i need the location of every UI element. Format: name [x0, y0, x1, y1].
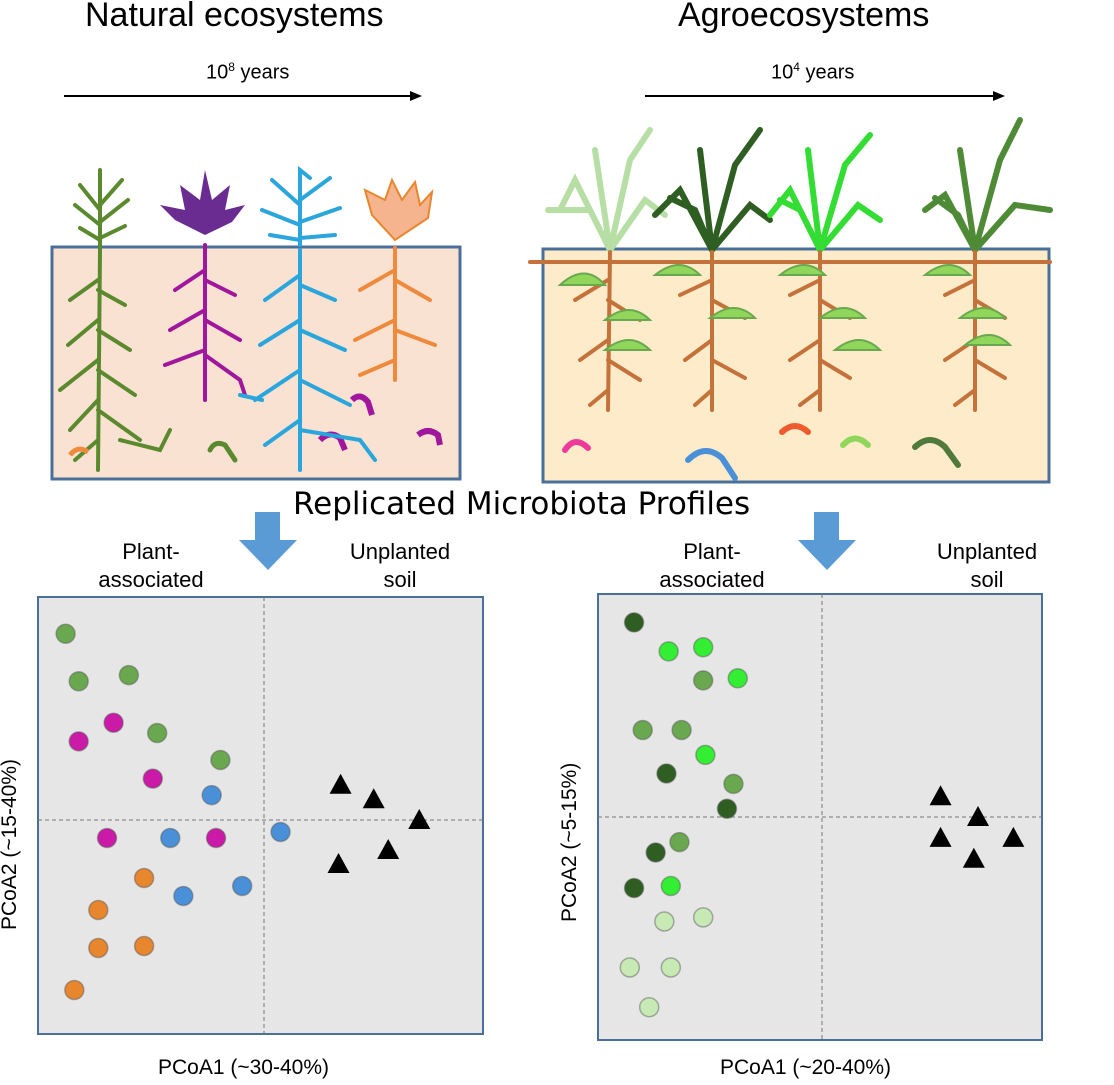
data-point-circle — [55, 623, 76, 644]
agro-soil-box — [541, 247, 1051, 484]
data-point-circle — [658, 641, 679, 662]
data-point-triangle — [377, 839, 400, 859]
data-point-circle — [68, 671, 89, 692]
agro-root-microbes — [557, 264, 1013, 351]
natural-years-unit: years — [240, 61, 290, 84]
data-point-circle — [669, 831, 690, 853]
data-point-circle — [160, 827, 181, 849]
natural-plant-label-line2: associated — [98, 567, 204, 592]
agro-years-label: 104 years — [771, 60, 854, 85]
data-point-triangle — [327, 853, 350, 873]
data-point-circle — [133, 867, 155, 889]
agro-plant-3 — [767, 132, 883, 253]
data-point-circle — [660, 957, 682, 978]
plot-panel-natural — [37, 596, 484, 1035]
data-point-circle — [723, 773, 744, 795]
agro-title: Agroecosystems — [678, 0, 930, 34]
data-point-circle — [671, 719, 692, 741]
data-point-circle — [654, 911, 675, 932]
natural-years-exp: 8 — [228, 60, 235, 74]
data-point-circle — [270, 821, 291, 843]
agro-plant-4 — [922, 117, 1053, 253]
data-point-circle — [146, 722, 168, 744]
data-point-circle — [64, 979, 85, 1001]
data-point-circle — [660, 875, 682, 897]
data-point-circle — [692, 637, 714, 658]
data-point-circle — [68, 731, 89, 752]
agro-soil-label-line2: soil — [970, 567, 1004, 592]
agro-down-arrow — [798, 512, 856, 570]
data-point-triangle — [1002, 826, 1025, 847]
scatter-plot-natural — [38, 597, 483, 1034]
natural-plant-label: Plant- associated — [66, 538, 236, 594]
agro-plant-label: Plant- associated — [627, 538, 797, 594]
data-point-circle — [716, 798, 738, 819]
data-point-circle — [632, 719, 653, 741]
natural-title: Natural ecosystems — [85, 0, 384, 34]
natural-down-arrow — [239, 512, 297, 570]
agro-plant-1 — [545, 127, 668, 253]
data-point-circle — [727, 668, 749, 689]
agro-years-exp: 4 — [793, 60, 800, 74]
natural-soil-label-line1: Unplanted — [349, 539, 451, 564]
data-point-circle — [623, 612, 645, 633]
data-point-triangle — [929, 785, 952, 806]
data-point-circle — [173, 885, 194, 907]
natural-soil-label-line2: soil — [383, 567, 417, 592]
data-point-circle — [638, 996, 660, 1018]
data-point-circle — [142, 768, 164, 789]
natural-years-base: 10 — [206, 61, 229, 84]
data-point-circle — [695, 744, 716, 766]
data-point-circle — [210, 749, 231, 771]
data-point-triangle — [967, 806, 989, 826]
data-point-circle — [623, 877, 645, 899]
data-point-triangle — [408, 809, 431, 829]
data-point-circle — [133, 935, 155, 957]
agro-plant-2 — [652, 127, 773, 253]
center-label: Replicated Microbiota Profiles — [293, 486, 751, 522]
data-point-circle — [205, 827, 227, 849]
data-point-triangle — [362, 788, 385, 809]
data-point-circle — [645, 842, 666, 863]
natural-plant-blue — [238, 165, 377, 472]
data-point-circle — [88, 899, 109, 921]
agro-years-base: 10 — [771, 61, 794, 84]
agro-soil-label: Unplanted soil — [912, 538, 1062, 594]
data-point-circle — [201, 784, 222, 806]
natural-soil-label: Unplanted soil — [325, 538, 475, 594]
agro-y-axis-label: PCoA2 (~5-15%) — [558, 762, 581, 922]
data-point-circle — [88, 937, 109, 959]
agro-soil-microbes — [562, 423, 961, 481]
data-point-circle — [103, 712, 124, 733]
agro-plant-label-line1: Plant- — [683, 539, 741, 564]
data-point-circle — [96, 827, 118, 849]
natural-years-label: 108 years — [206, 60, 289, 85]
data-point-triangle — [962, 847, 985, 868]
natural-plant-label-line1: Plant- — [122, 539, 180, 564]
data-point-triangle — [929, 826, 952, 847]
data-point-circle — [692, 670, 714, 691]
data-point-circle — [231, 875, 253, 897]
natural-y-axis-label: PCoA2 (~15-40%) — [0, 758, 21, 930]
data-point-circle — [692, 907, 714, 928]
data-point-circle — [118, 664, 140, 686]
agro-plant-label-line2: associated — [659, 567, 765, 592]
natural-plant-green — [58, 168, 238, 472]
agro-soil-label-line1: Unplanted — [936, 539, 1038, 564]
data-point-circle — [619, 957, 641, 978]
scatter-plot-agro — [598, 594, 1042, 1040]
natural-plant-orange — [68, 177, 437, 457]
natural-x-axis-label: PCoA1 (~30-40%) — [158, 1056, 330, 1079]
data-point-circle — [656, 763, 677, 784]
data-point-triangle — [329, 773, 352, 794]
natural-plant-purple — [160, 170, 443, 452]
agro-x-axis-label: PCoA1 (~20-40%) — [720, 1056, 892, 1079]
agro-years-unit: years — [805, 61, 855, 84]
